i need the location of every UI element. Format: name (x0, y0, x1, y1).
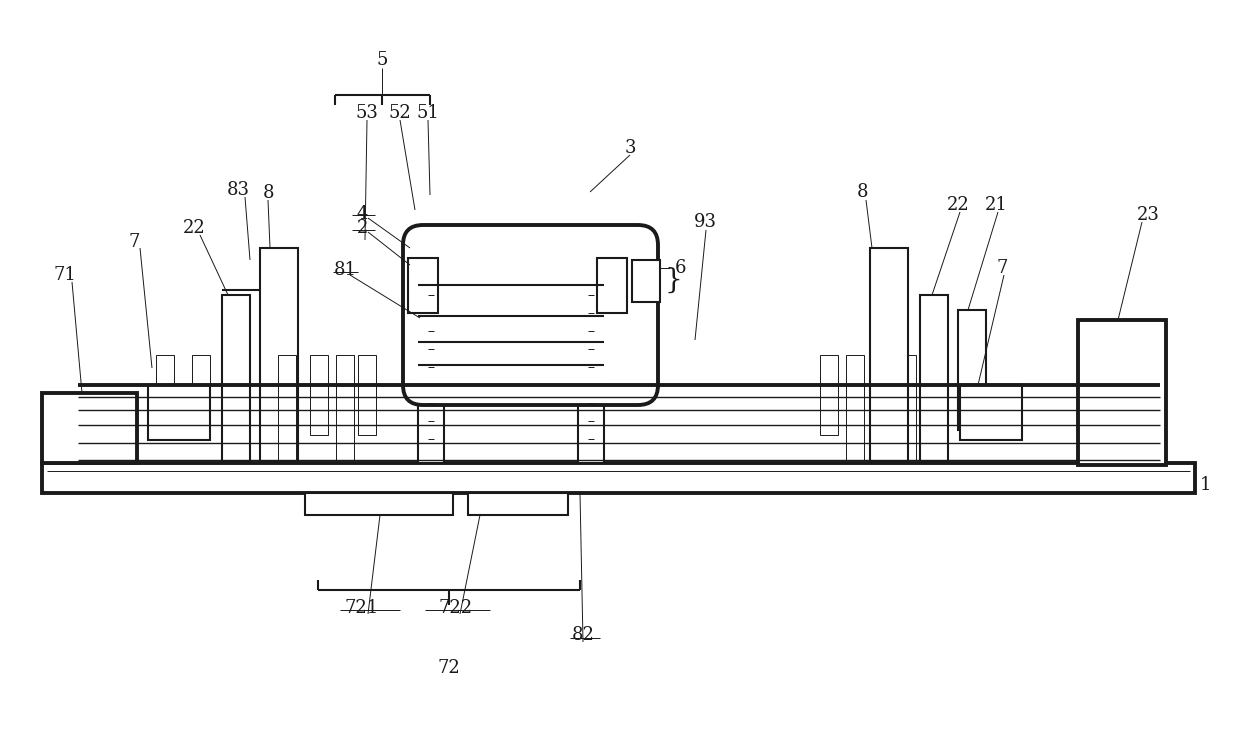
Text: 23: 23 (1137, 206, 1159, 224)
Bar (870, 248, 908, 462)
Text: 722: 722 (439, 599, 474, 617)
Bar (959, 310, 986, 430)
Bar (42, 463, 1195, 493)
Text: 71: 71 (53, 266, 77, 284)
Bar (278, 355, 296, 460)
Bar (960, 385, 1022, 440)
Text: 72: 72 (438, 659, 460, 677)
FancyBboxPatch shape (403, 225, 658, 405)
Text: 8: 8 (857, 183, 868, 201)
Bar (578, 270, 604, 463)
Text: 4: 4 (356, 205, 368, 223)
Bar (875, 355, 893, 435)
Bar (632, 260, 660, 302)
Text: 5: 5 (376, 51, 388, 69)
Bar (846, 355, 864, 460)
Text: 22: 22 (182, 219, 206, 237)
Bar (156, 355, 174, 385)
Text: 83: 83 (227, 181, 249, 199)
Text: 2: 2 (356, 219, 368, 237)
Text: 22: 22 (946, 196, 970, 214)
Text: 1: 1 (1199, 476, 1210, 494)
Text: 81: 81 (334, 261, 357, 279)
Bar (920, 295, 949, 462)
Text: 93: 93 (693, 213, 717, 231)
Bar (192, 355, 210, 385)
Bar (260, 248, 298, 462)
Text: }: } (665, 266, 683, 293)
Bar (305, 493, 453, 515)
Text: 52: 52 (388, 104, 412, 122)
Text: 7: 7 (996, 259, 1008, 277)
Bar (336, 355, 353, 460)
Text: 8: 8 (262, 184, 274, 202)
Text: 6: 6 (675, 259, 686, 277)
Bar (358, 355, 376, 435)
Bar (418, 270, 444, 463)
Text: 53: 53 (356, 104, 378, 122)
Text: 721: 721 (345, 599, 379, 617)
Bar (596, 258, 627, 313)
Text: 3: 3 (624, 139, 636, 157)
Bar (42, 393, 136, 463)
Text: 7: 7 (128, 233, 140, 251)
Bar (1078, 320, 1166, 465)
Bar (820, 355, 838, 435)
Text: 21: 21 (985, 196, 1007, 214)
Text: 51: 51 (417, 104, 439, 122)
Text: 82: 82 (572, 626, 594, 644)
Bar (408, 258, 438, 313)
Bar (467, 493, 568, 515)
Bar (310, 355, 329, 435)
Bar (898, 355, 916, 460)
Bar (148, 385, 210, 440)
Bar (222, 295, 250, 462)
